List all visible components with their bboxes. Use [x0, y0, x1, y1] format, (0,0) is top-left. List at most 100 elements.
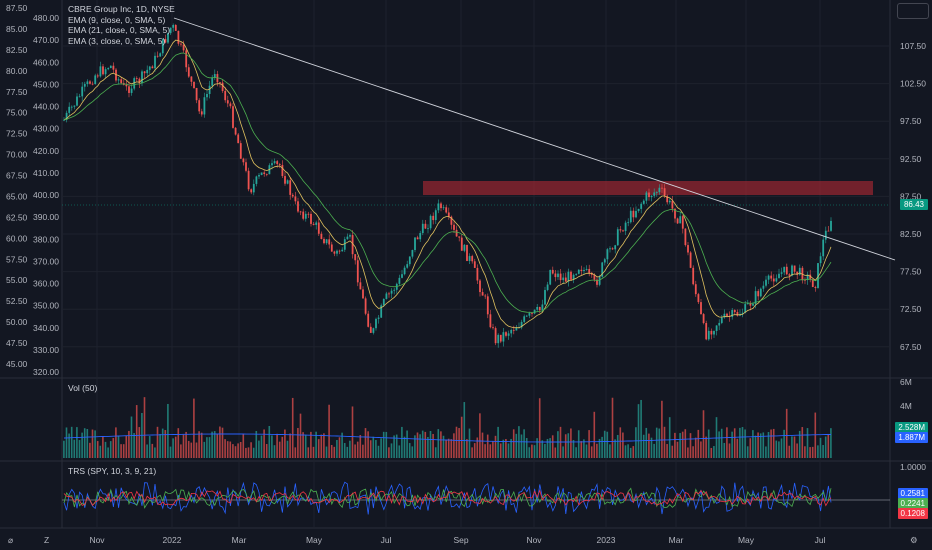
candle-body — [284, 176, 286, 184]
volume-bar — [546, 438, 549, 458]
volume-bar — [203, 441, 206, 458]
candle-body — [393, 289, 396, 291]
candle-body — [536, 307, 539, 310]
left-axis-label: 62.50 — [6, 212, 28, 222]
volume-legend[interactable]: Vol (50) — [68, 383, 98, 393]
candle-body — [546, 284, 549, 291]
volume-bar — [437, 429, 440, 458]
top-right-button[interactable] — [897, 3, 929, 19]
candle-body — [148, 66, 151, 70]
candle-body — [317, 222, 320, 234]
candle-body — [198, 100, 201, 112]
volume-bar — [567, 433, 570, 458]
candle-body — [226, 100, 229, 104]
candle-body — [164, 38, 167, 43]
volume-bar — [570, 428, 572, 458]
volume-bar — [219, 426, 221, 458]
trs-pane — [62, 481, 890, 515]
candle-body — [767, 275, 770, 280]
candle-body — [276, 161, 279, 165]
candle-body — [473, 261, 476, 268]
volume-bar — [822, 445, 824, 458]
trs-badge-3: 0.1208 — [897, 508, 928, 519]
candle-body — [213, 74, 216, 78]
volume-bar — [213, 431, 216, 458]
goto-start-icon[interactable]: ⌀ — [8, 535, 14, 545]
candle-body — [260, 172, 263, 176]
candle-body — [705, 323, 708, 340]
candle-body — [203, 97, 206, 115]
candle-body — [302, 211, 305, 219]
candle-body — [822, 239, 825, 257]
volume-bar — [723, 442, 726, 458]
candle-body — [684, 228, 687, 246]
settings-icon[interactable]: ⚙ — [910, 535, 918, 545]
volume-bar — [182, 434, 185, 458]
candle-body — [143, 71, 146, 74]
right-axis-label: 82.50 — [900, 229, 922, 239]
volume-bar — [96, 441, 99, 458]
timezone-icon[interactable]: Z — [44, 535, 49, 545]
volume-bar — [804, 446, 806, 458]
candle-body — [538, 307, 541, 311]
candle-body — [476, 267, 479, 281]
left-axis-label: 45.00 — [6, 359, 28, 369]
volume-bar — [180, 444, 182, 458]
symbol-title[interactable]: CBRE Group Inc, 1D, NYSE — [68, 4, 175, 14]
volume-bar — [598, 438, 601, 458]
volume-bar — [104, 441, 107, 458]
candle-body — [723, 313, 726, 318]
candle-body — [572, 274, 575, 280]
candle-body — [814, 286, 817, 288]
ema9-legend[interactable]: EMA (9, close, 0, SMA, 5) — [68, 14, 166, 25]
candle-body — [525, 315, 528, 317]
candle-body — [96, 75, 99, 77]
trendline-line[interactable] — [173, 17, 896, 261]
volume-bar — [268, 426, 271, 458]
candle-body — [427, 228, 429, 230]
candle-body — [479, 280, 481, 293]
candle-body — [668, 200, 671, 203]
volume-bar — [830, 428, 832, 458]
trs-legend[interactable]: TRS (SPY, 10, 3, 9, 21) — [68, 466, 157, 476]
candle-body — [752, 303, 754, 306]
candle-body — [733, 310, 736, 313]
volume-bar — [414, 435, 416, 458]
candle-body — [362, 289, 364, 299]
candle-body — [720, 317, 723, 323]
candle-body — [559, 273, 562, 281]
volume-bar — [549, 438, 551, 458]
candle-body — [528, 313, 531, 316]
candle-body — [772, 278, 775, 282]
volume-bar — [78, 440, 81, 458]
volume-bar — [499, 443, 502, 458]
trendline[interactable] — [173, 17, 896, 261]
volume-bar — [68, 433, 70, 458]
candle-body — [320, 233, 323, 239]
candle-body — [81, 86, 84, 97]
left-axis2-label: 320.00 — [33, 367, 59, 377]
volume-bar — [94, 430, 96, 458]
volume-bar — [133, 433, 135, 458]
left-axis2-label: 440.00 — [33, 102, 59, 112]
candle-body — [167, 33, 169, 43]
candle-body — [640, 203, 643, 209]
candle-body — [73, 105, 76, 107]
left-axis2-label: 330.00 — [33, 345, 59, 355]
candle-body — [315, 222, 318, 225]
volume-bar — [159, 433, 161, 458]
ema3-legend[interactable]: EMA (3, close, 0, SMA, 5) — [68, 35, 166, 46]
candle-body — [642, 200, 645, 204]
candle-body — [281, 164, 284, 177]
candle-body — [648, 192, 650, 198]
ema21-legend[interactable]: EMA (21, close, 0, SMA, 5) — [68, 25, 171, 35]
candle-body — [629, 210, 632, 223]
volume-bar — [668, 417, 671, 458]
volume-bar — [260, 435, 263, 458]
volume-bar — [749, 438, 752, 458]
candle-body — [330, 244, 333, 252]
left-axis2-label: 450.00 — [33, 79, 59, 89]
candle-body — [232, 106, 234, 128]
volume-bar — [419, 434, 421, 458]
